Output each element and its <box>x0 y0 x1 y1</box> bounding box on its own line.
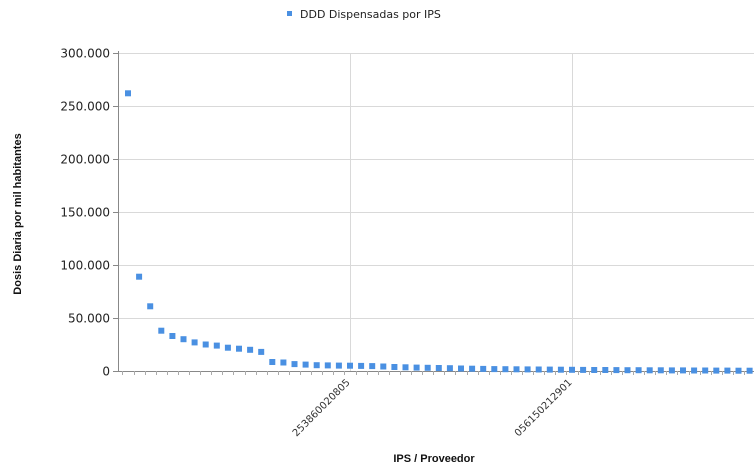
data-point <box>469 365 476 372</box>
data-point <box>147 303 154 310</box>
data-point <box>402 364 409 371</box>
data-point <box>635 367 642 374</box>
data-point <box>724 367 731 374</box>
data-point <box>458 365 464 372</box>
data-point <box>413 364 420 371</box>
data-point <box>169 333 176 339</box>
data-point <box>247 346 254 353</box>
y-tick-label: 250.000 <box>60 100 110 114</box>
grid-lines <box>118 53 754 371</box>
data-point <box>680 367 686 374</box>
data-point <box>613 367 620 374</box>
data-point <box>369 363 376 370</box>
data-point <box>136 273 143 280</box>
x-tick-label: 253860020805 <box>291 377 353 439</box>
data-point <box>280 359 287 366</box>
data-point <box>713 367 720 374</box>
data-point <box>657 367 664 374</box>
x-axis-ticks: 253860020805 056150212901 <box>122 371 745 439</box>
data-point <box>446 365 453 372</box>
legend: DDD Dispensadas por IPS <box>287 8 441 21</box>
data-point <box>269 359 276 365</box>
data-point <box>646 367 653 374</box>
data-point <box>213 342 220 349</box>
data-point <box>735 367 742 374</box>
data-point <box>302 361 309 368</box>
data-point <box>624 367 631 374</box>
data-point <box>591 367 598 373</box>
y-tick-label: 0 <box>102 365 110 379</box>
legend-label: DDD Dispensadas por IPS <box>300 8 441 21</box>
data-point <box>125 90 131 97</box>
data-point <box>335 362 342 369</box>
data-point <box>491 366 498 373</box>
data-point <box>424 364 431 371</box>
data-point <box>180 336 187 343</box>
data-point <box>480 365 487 372</box>
axes <box>118 51 754 372</box>
data-point <box>557 366 564 373</box>
legend-swatch <box>287 11 292 16</box>
data-point <box>502 366 509 373</box>
y-tick-label: 200.000 <box>60 153 110 167</box>
y-tick-label: 50.000 <box>68 312 110 326</box>
data-point <box>202 341 209 348</box>
data-point <box>580 366 587 373</box>
data-point <box>702 367 709 374</box>
data-point <box>535 366 542 373</box>
data-point <box>158 327 165 334</box>
data-point <box>258 348 265 355</box>
y-tick-label: 300.000 <box>60 47 110 61</box>
data-points <box>125 90 753 374</box>
data-point <box>347 362 353 369</box>
data-point <box>191 339 198 346</box>
data-point <box>691 367 698 374</box>
data-point <box>546 366 553 373</box>
data-point <box>746 367 753 374</box>
data-point <box>524 366 531 373</box>
data-point <box>224 344 231 351</box>
data-point <box>569 366 575 373</box>
data-point <box>236 345 242 352</box>
y-axis-ticks: 0 50.000 100.000 150.000 200.000 250.000 300.0… <box>60 47 118 379</box>
data-point <box>291 361 298 368</box>
y-tick-label: 150.000 <box>60 206 110 220</box>
data-point <box>358 362 365 369</box>
data-point <box>513 366 520 373</box>
data-point <box>602 367 609 373</box>
x-tick-label: 056150212901 <box>513 377 575 439</box>
data-point <box>668 367 675 374</box>
data-point <box>313 362 320 369</box>
data-point <box>391 364 398 370</box>
y-axis-title: Dosis Diaria por mil habitantes <box>12 133 24 294</box>
data-point <box>380 363 387 370</box>
data-point <box>324 362 331 369</box>
y-tick-label: 100.000 <box>60 259 110 273</box>
data-point <box>435 365 442 371</box>
x-axis-title: IPS / Proveedor <box>393 453 475 465</box>
